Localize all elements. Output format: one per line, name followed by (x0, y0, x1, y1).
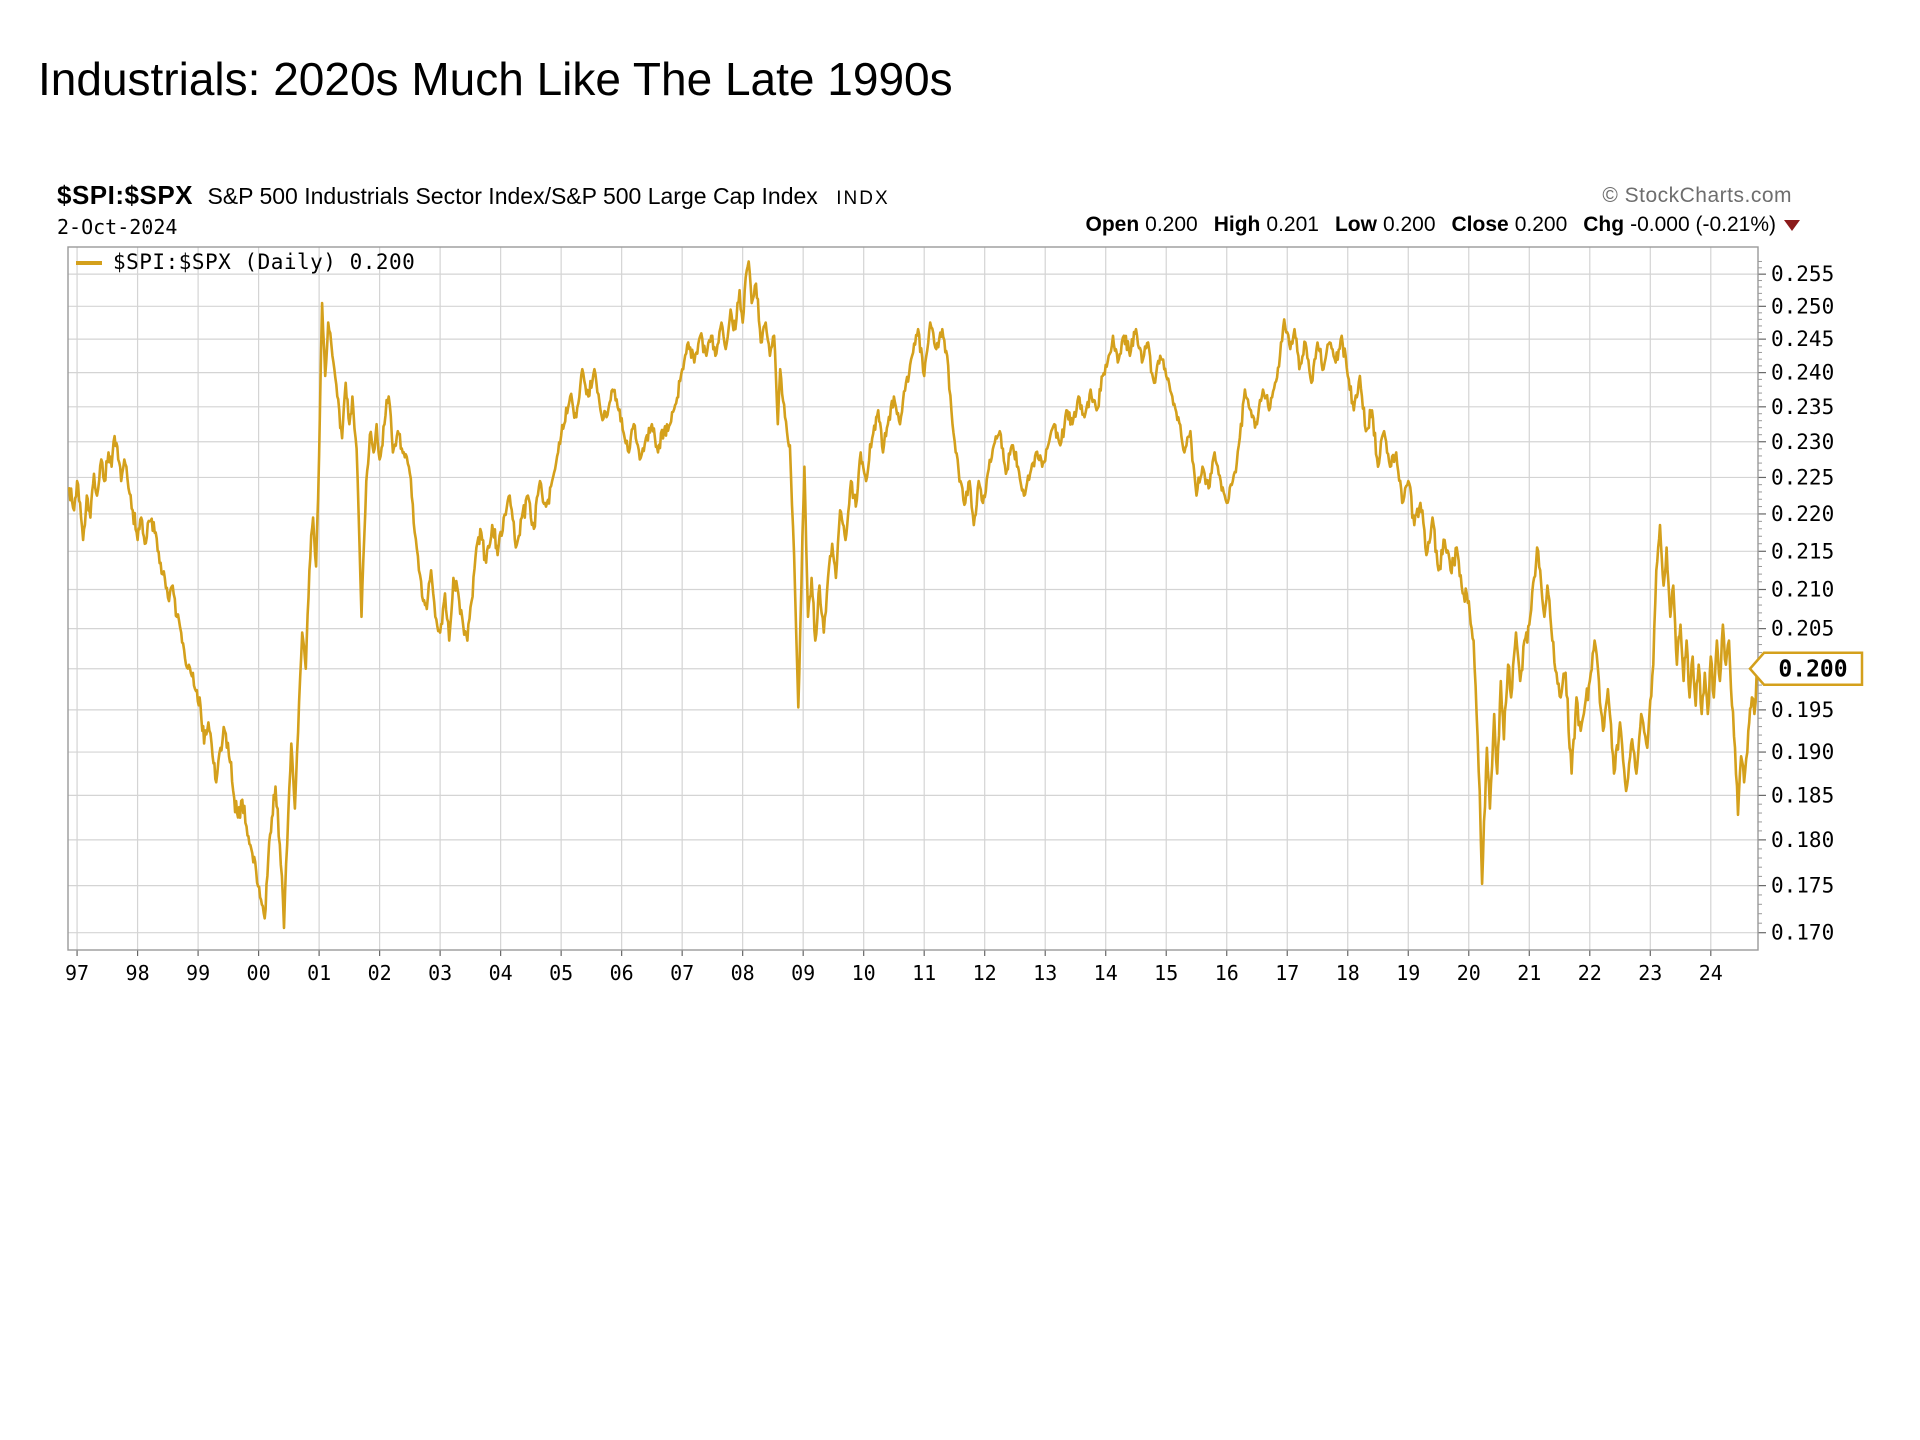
x-axis-label: 99 (186, 961, 210, 985)
x-axis-label: 98 (126, 961, 150, 985)
exchange-label: INDX (836, 188, 890, 209)
chart-date: 2-Oct-2024 (57, 215, 178, 239)
y-axis-label: 0.175 (1771, 874, 1834, 898)
x-axis-label: 18 (1336, 961, 1360, 985)
plot-border (67, 246, 1759, 951)
x-axis-label: 19 (1396, 961, 1420, 985)
last-price-tag (1748, 651, 1864, 686)
quote-value-close: 0.200 (1514, 213, 1568, 236)
quote-value-open: 0.200 (1145, 213, 1198, 236)
x-axis-label: 14 (1094, 961, 1118, 985)
x-axis-label: 22 (1578, 961, 1602, 985)
chg-down-arrow-icon (1784, 219, 1800, 231)
y-axis-label: 0.250 (1771, 294, 1834, 318)
quote-value-chg: -0.000 (-0.21%) (1630, 213, 1776, 236)
x-axis-label: 05 (549, 961, 573, 985)
y-axis-label: 0.230 (1771, 430, 1834, 454)
x-axis-label: 97 (65, 961, 89, 985)
last-price-tag-value: 0.200 (1778, 657, 1847, 683)
quote-label-high: High (1213, 213, 1261, 236)
x-axis-label: 17 (1275, 961, 1299, 985)
x-axis-label: 03 (428, 961, 452, 985)
x-axis-label: 07 (670, 961, 694, 985)
quote-label-chg: Chg (1583, 213, 1625, 236)
quote-label-low: Low (1334, 213, 1377, 236)
chart-header: $SPI:$SPX S&P 500 Industrials Sector Ind… (57, 180, 890, 211)
quote-label-open: Open (1085, 213, 1140, 236)
x-axis-label: 13 (1033, 961, 1057, 985)
quote-value-low: 0.200 (1382, 213, 1436, 236)
quote-label-close: Close (1451, 213, 1509, 236)
y-axis-label: 0.195 (1771, 698, 1834, 722)
chart-legend: $SPI:$SPX (Daily) 0.200 (76, 250, 415, 274)
x-axis-label: 10 (852, 961, 876, 985)
x-axis-label: 20 (1457, 961, 1481, 985)
y-axis-label: 0.210 (1771, 578, 1834, 602)
x-axis-label: 24 (1699, 961, 1723, 985)
x-axis-label: 16 (1215, 961, 1239, 985)
quote-summary-row: Open 0.200 High 0.201 Low 0.200 Close 0.200 Chg -… (1070, 213, 1800, 237)
ticker-symbol: $SPI:$SPX (57, 180, 194, 210)
x-axis-label: 23 (1638, 961, 1662, 985)
source-credit: © StockCharts.com (1602, 184, 1792, 207)
x-axis-label: 12 (973, 961, 997, 985)
x-axis-label: 06 (610, 961, 634, 985)
y-axis-label: 0.215 (1771, 539, 1834, 563)
y-axis-label: 0.170 (1771, 921, 1834, 945)
quote-value-high: 0.201 (1266, 213, 1319, 236)
x-axis-label: 08 (731, 961, 755, 985)
legend-label: $SPI:$SPX (Daily) 0.200 (113, 250, 416, 274)
x-axis-label: 04 (489, 961, 513, 985)
x-axis-label: 00 (247, 961, 271, 985)
y-axis-label: 0.180 (1771, 828, 1834, 852)
x-axis-label: 01 (307, 961, 331, 985)
legend-line-swatch (76, 261, 102, 265)
y-axis-label: 0.220 (1771, 502, 1834, 526)
price-line (67, 260, 1759, 930)
y-axis-label: 0.240 (1771, 361, 1834, 385)
y-axis-label: 0.225 (1771, 465, 1834, 489)
y-axis-label: 0.190 (1771, 740, 1834, 764)
y-axis-label: 0.205 (1771, 617, 1834, 641)
x-axis-label: 21 (1517, 961, 1541, 985)
y-axis-label: 0.235 (1771, 395, 1834, 419)
page-title: Industrials: 2020s Much Like The Late 19… (38, 53, 953, 105)
price-chart: 97 98 99 00 01 02 03 04 05 06 07 08 09 10 11 12 13 14 15 16… (65, 246, 1864, 985)
x-axis-label: 15 (1154, 961, 1178, 985)
x-axis-label: 09 (791, 961, 815, 985)
y-axis-label: 0.185 (1771, 783, 1834, 807)
x-axis-label: 02 (368, 961, 392, 985)
ticker-name: S&P 500 Industrials Sector Index/S&P 500… (207, 183, 818, 209)
y-axis-label: 0.245 (1771, 327, 1834, 351)
y-axis-label: 0.255 (1771, 262, 1834, 286)
x-axis-label: 11 (912, 961, 936, 985)
